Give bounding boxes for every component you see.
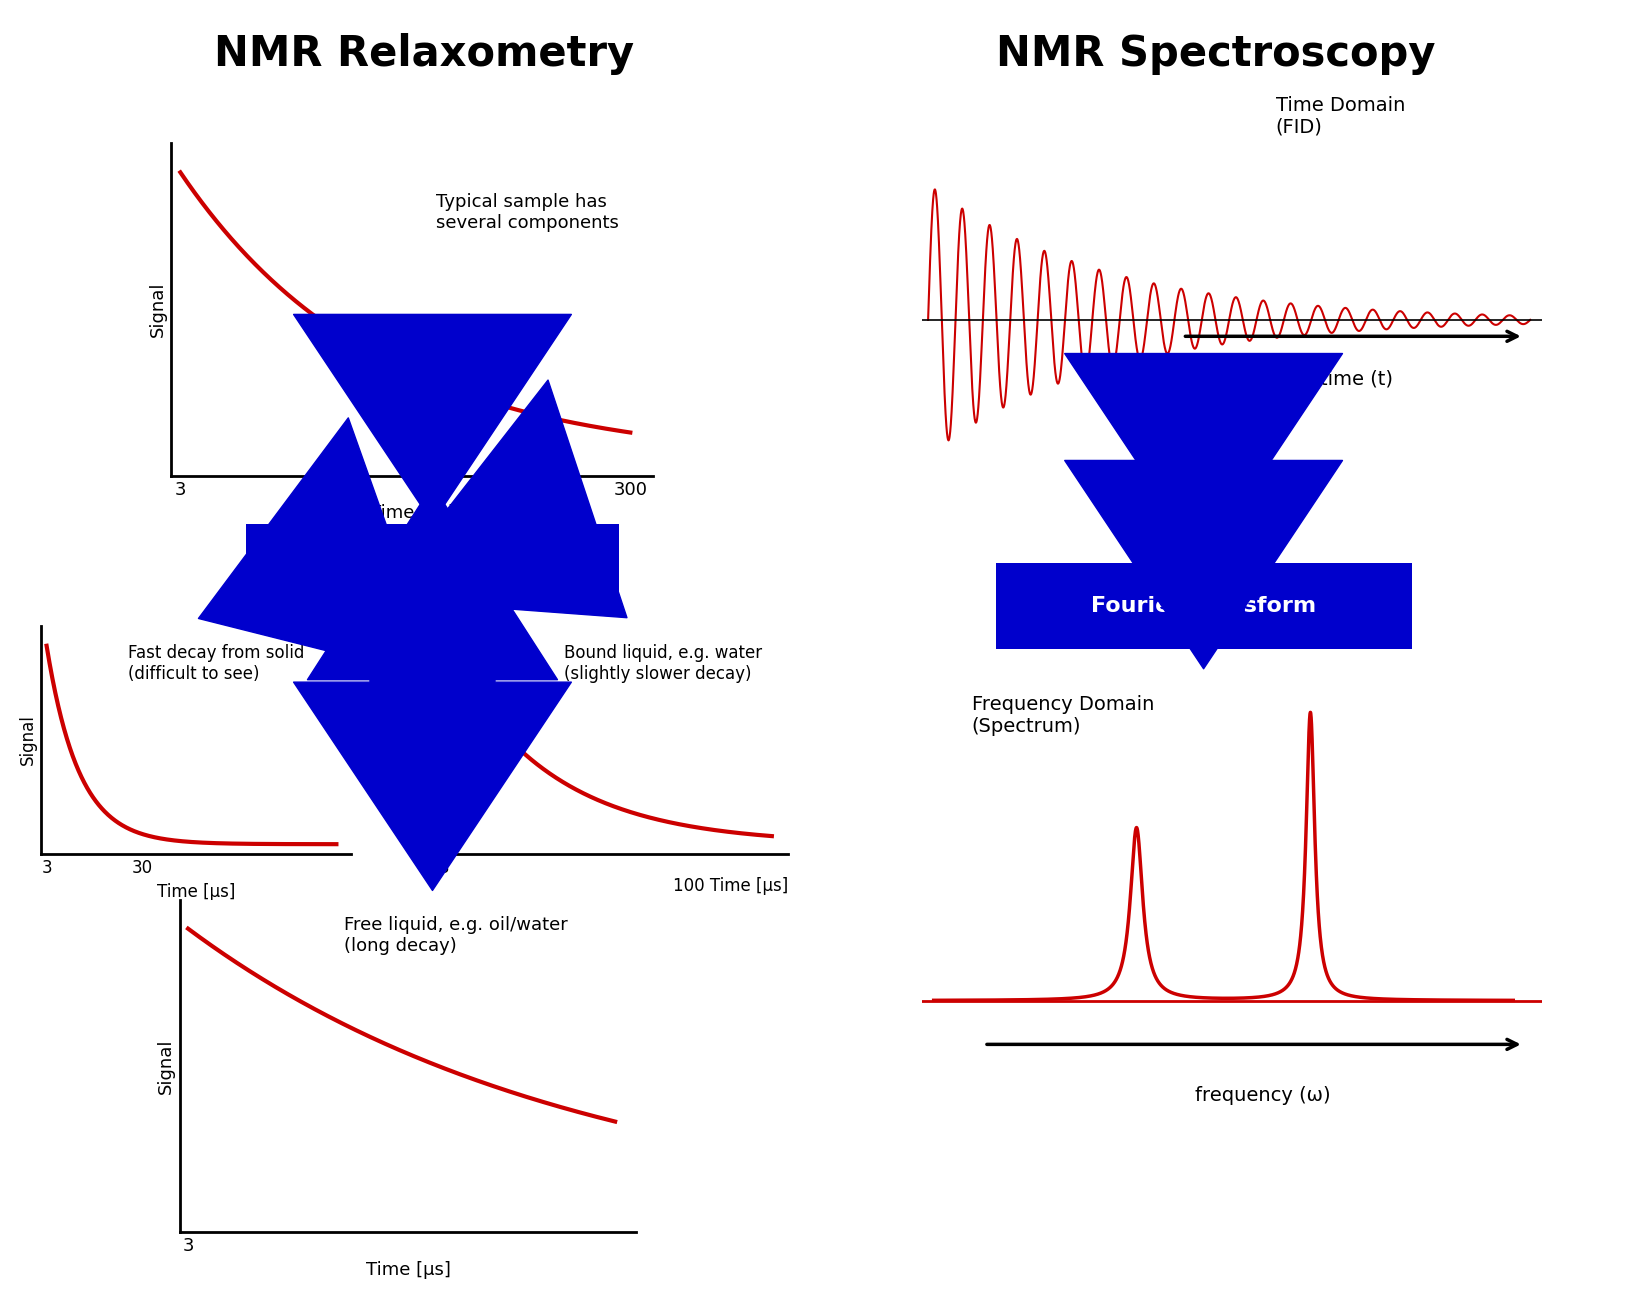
Y-axis label: Signal: Signal [18, 715, 36, 765]
Text: Frequency Domain
(Spectrum): Frequency Domain (Spectrum) [971, 695, 1154, 737]
X-axis label: Time [μs]: Time [μs] [366, 1261, 450, 1279]
Text: Fourier Transform: Fourier Transform [1092, 596, 1315, 617]
Text: frequency (ω): frequency (ω) [1195, 1086, 1332, 1104]
Text: Fast decay from solid
(difficult to see): Fast decay from solid (difficult to see) [127, 644, 304, 683]
Y-axis label: Signal: Signal [157, 1038, 175, 1094]
Text: time (t): time (t) [1320, 369, 1392, 389]
FancyBboxPatch shape [996, 563, 1412, 649]
Text: NMR Relaxometry: NMR Relaxometry [214, 33, 635, 74]
Text: Typical sample has
several components: Typical sample has several components [436, 193, 619, 232]
Text: Free liquid, e.g. oil/water
(long decay): Free liquid, e.g. oil/water (long decay) [344, 917, 568, 956]
Text: 100 Time [μs]: 100 Time [μs] [672, 878, 788, 895]
Y-axis label: Signal: Signal [415, 715, 432, 765]
X-axis label: Time [μs]: Time [μs] [369, 505, 455, 523]
X-axis label: Time [μs]: Time [μs] [157, 883, 235, 901]
Text: Deconvolve: Deconvolve [356, 556, 509, 579]
Text: Bound liquid, e.g. water
(slightly slower decay): Bound liquid, e.g. water (slightly slowe… [563, 644, 762, 683]
Y-axis label: Signal: Signal [149, 282, 166, 338]
Text: Time Domain
(FID): Time Domain (FID) [1276, 95, 1405, 137]
FancyBboxPatch shape [246, 524, 619, 610]
Text: NMR Spectroscopy: NMR Spectroscopy [996, 33, 1436, 74]
